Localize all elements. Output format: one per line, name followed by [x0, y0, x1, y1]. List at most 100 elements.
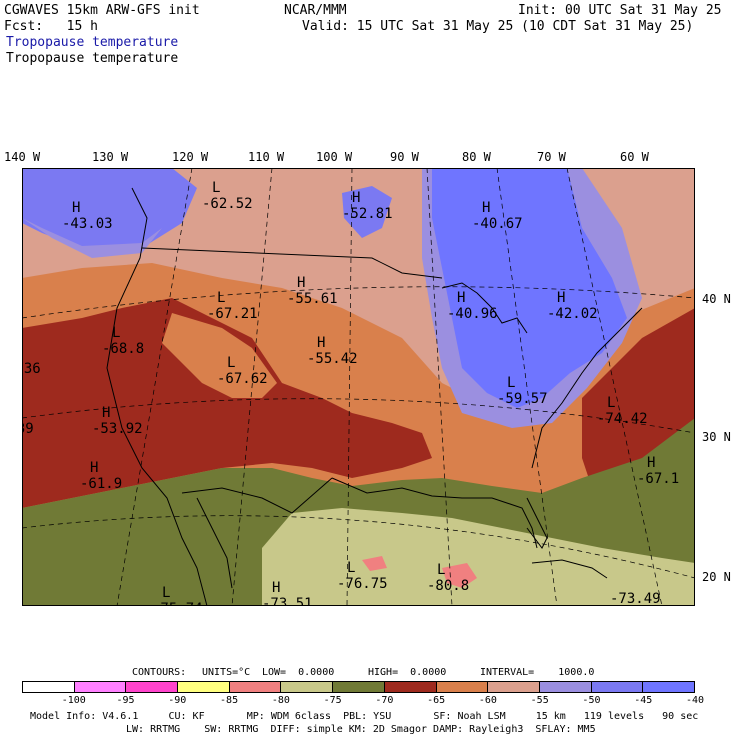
legend-swatch-neg40	[643, 682, 694, 692]
pressure-center-6: H-40.96	[447, 290, 498, 322]
pressure-center-10: L-67.62	[217, 355, 268, 387]
center-value-label: -67.62	[217, 371, 268, 387]
pressure-center-14: H-53.92	[92, 405, 143, 437]
pressure-center-8: L-68.8	[102, 325, 144, 357]
grid-lat-40n	[22, 286, 695, 319]
lon-label-100w: 100 W	[316, 150, 353, 164]
pressure-center-15: L-74.42	[597, 395, 648, 427]
center-value-label: -53.92	[92, 421, 143, 437]
legend-label: -50	[582, 695, 601, 706]
valid-time: Valid: 15 UTC Sat 31 May 25 (10 CDT Sat …	[302, 19, 694, 34]
model-info-line-1: Model Info: V4.6.1 CU: KF MP: WDM 6class…	[30, 711, 699, 722]
center-value-label: -67.1	[637, 471, 679, 487]
pressure-center-7: H-42.02	[547, 290, 598, 322]
legend-swatch-neg90	[126, 682, 179, 692]
pressure-center-16: H-61.9	[80, 460, 122, 492]
center-value-label: -40.67	[472, 216, 523, 232]
pressure-center-9: H-55.42	[307, 335, 358, 367]
low-label: LOW= 0.0000	[262, 667, 335, 678]
center-value-label: -59.57	[497, 391, 548, 407]
center-type-label: L	[607, 395, 615, 411]
lat-label-30n: 30 N	[702, 430, 731, 444]
shade-west-darkred	[22, 298, 432, 508]
legend-swatch-neg75	[281, 682, 334, 692]
legend-label: -55	[530, 695, 549, 706]
cuba	[531, 559, 608, 579]
center-value-label: -80.8	[427, 578, 469, 594]
legend-swatch-neg45	[591, 682, 644, 692]
lon-label-110w: 110 W	[248, 150, 285, 164]
pressure-center-11: L-59.57	[497, 375, 548, 407]
florida	[526, 497, 548, 549]
lat-label-20n: 20 N	[702, 570, 731, 584]
pressure-center-17: H-67.1	[637, 455, 679, 487]
shade-ne-blue	[432, 168, 627, 408]
center-type-label: L	[212, 180, 220, 196]
center-value-label: -61.9	[80, 476, 122, 492]
coast-gulf	[331, 477, 538, 549]
center-value-label: -52.81	[342, 206, 393, 222]
pressure-center-0: H-43.03	[62, 200, 113, 232]
grid-lon-110w	[231, 168, 273, 606]
legend-label: -65	[427, 695, 446, 706]
center-type-label: H	[90, 460, 98, 476]
pressure-center-18: L-76.75	[337, 560, 388, 592]
legend-swatch-neg100	[23, 682, 75, 692]
field-title-secondary: Tropopause temperature	[6, 51, 179, 66]
pressure-center-20: L-75.74	[152, 585, 203, 606]
lon-label-120w: 120 W	[172, 150, 209, 164]
lon-label-70w: 70 W	[537, 150, 566, 164]
border-us-canada	[141, 247, 443, 279]
legend-swatch-neg50	[539, 682, 592, 692]
center-value-label: -42.02	[547, 306, 598, 322]
init-time: Init: 00 UTC Sat 31 May 25	[518, 3, 722, 18]
center-value-label: -73.51	[262, 596, 313, 606]
units-label: UNITS=°C	[202, 667, 251, 678]
grid-lon-120w	[116, 168, 193, 606]
shade-pink-2	[362, 556, 387, 571]
legend-label: -100	[61, 695, 86, 706]
pressure-center-5: H-55.61	[287, 275, 338, 307]
color-legend	[22, 681, 695, 693]
legend-label: -40	[685, 695, 705, 706]
legend-label: -70	[375, 695, 394, 706]
legend-label: -95	[116, 695, 135, 706]
center-value-label: 9.39	[22, 421, 34, 437]
field-title-primary: Tropopause temperature	[6, 35, 179, 50]
center-value-label: -67.21	[207, 306, 258, 322]
center-type-label: L	[347, 560, 355, 576]
legend-labels: -100 -95 -90 -85 -80 -75 -70 -65 -60 -55 -50 -45 -40…	[22, 695, 704, 707]
center-value-label: -62.52	[202, 196, 253, 212]
legend-swatch-neg55	[488, 682, 540, 692]
lon-label-140w: 140 W	[4, 150, 41, 164]
center-type-label: H	[457, 290, 465, 306]
legend-label: -45	[634, 695, 653, 706]
center-name: NCAR/MMM	[284, 3, 347, 18]
center-value-label: -68.8	[102, 341, 144, 357]
coast-west	[106, 187, 208, 606]
legend-label: -60	[478, 695, 497, 706]
center-type-label: L	[112, 325, 120, 341]
center-value-label: -74.42	[597, 411, 648, 427]
pressure-center-21: H-73.51	[262, 580, 313, 606]
legend-label: -75	[323, 695, 342, 706]
center-type-label: H	[557, 290, 565, 306]
legend-swatch-neg95	[74, 682, 127, 692]
great-lakes	[441, 282, 528, 334]
center-value-label: -76.75	[337, 576, 388, 592]
legend-swatch-neg60	[436, 682, 489, 692]
legend-label: -85	[220, 695, 239, 706]
contours-label: CONTOURS:	[132, 667, 187, 678]
tropopause-temperature-map: H-43.03L-62.52 H-52.81 H-40.67L-67.21H-55.…	[22, 168, 695, 606]
center-type-label: L	[217, 290, 225, 306]
center-value-label: 2.36	[22, 361, 41, 377]
center-type-label: H	[352, 190, 360, 206]
center-value-label: -55.42	[307, 351, 358, 367]
lon-label-60w: 60 W	[620, 150, 649, 164]
pressure-center-3: H-40.67	[472, 200, 523, 232]
center-type-label: L	[507, 375, 515, 391]
pressure-center-2: H-52.81	[342, 190, 393, 222]
center-value-label: -73.49	[610, 591, 661, 606]
lat-label-40n: 40 N	[702, 292, 731, 306]
pressure-center-19: L-80.8	[427, 562, 469, 594]
